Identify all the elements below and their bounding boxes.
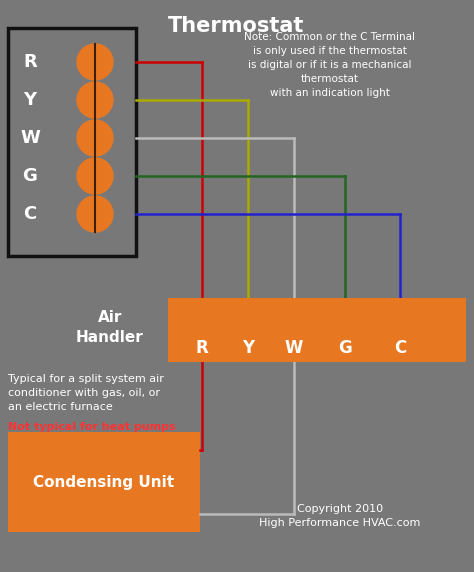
Text: Condensing Unit: Condensing Unit <box>34 475 174 490</box>
Bar <box>8 28 136 256</box>
Circle shape <box>77 44 113 80</box>
Text: Copyright 2010
High Performance HVAC.com: Copyright 2010 High Performance HVAC.com <box>259 504 421 528</box>
Text: G: G <box>23 167 37 185</box>
Text: Y: Y <box>242 339 254 357</box>
Circle shape <box>77 120 113 156</box>
Circle shape <box>77 82 113 118</box>
Text: W: W <box>285 339 303 357</box>
Text: Typical for a split system air
conditioner with gas, oil, or
an electric furnace: Typical for a split system air condition… <box>8 374 164 412</box>
Text: Y: Y <box>23 91 36 109</box>
Circle shape <box>77 196 113 232</box>
Text: Air: Air <box>98 311 122 325</box>
Text: C: C <box>394 339 406 357</box>
Bar <box>8 432 200 532</box>
Bar <box>168 298 466 362</box>
Circle shape <box>77 158 113 194</box>
Text: Thermostat: Thermostat <box>168 16 304 36</box>
Text: Note: Common or the C Terminal
is only used if the thermostat
is digital or if i: Note: Common or the C Terminal is only u… <box>245 32 416 98</box>
Text: Handler: Handler <box>76 331 144 345</box>
Text: W: W <box>20 129 40 147</box>
Text: Not typical for heat pumps: Not typical for heat pumps <box>8 422 176 432</box>
Text: G: G <box>338 339 352 357</box>
Text: C: C <box>23 205 36 223</box>
Text: R: R <box>196 339 209 357</box>
Text: R: R <box>23 53 37 71</box>
